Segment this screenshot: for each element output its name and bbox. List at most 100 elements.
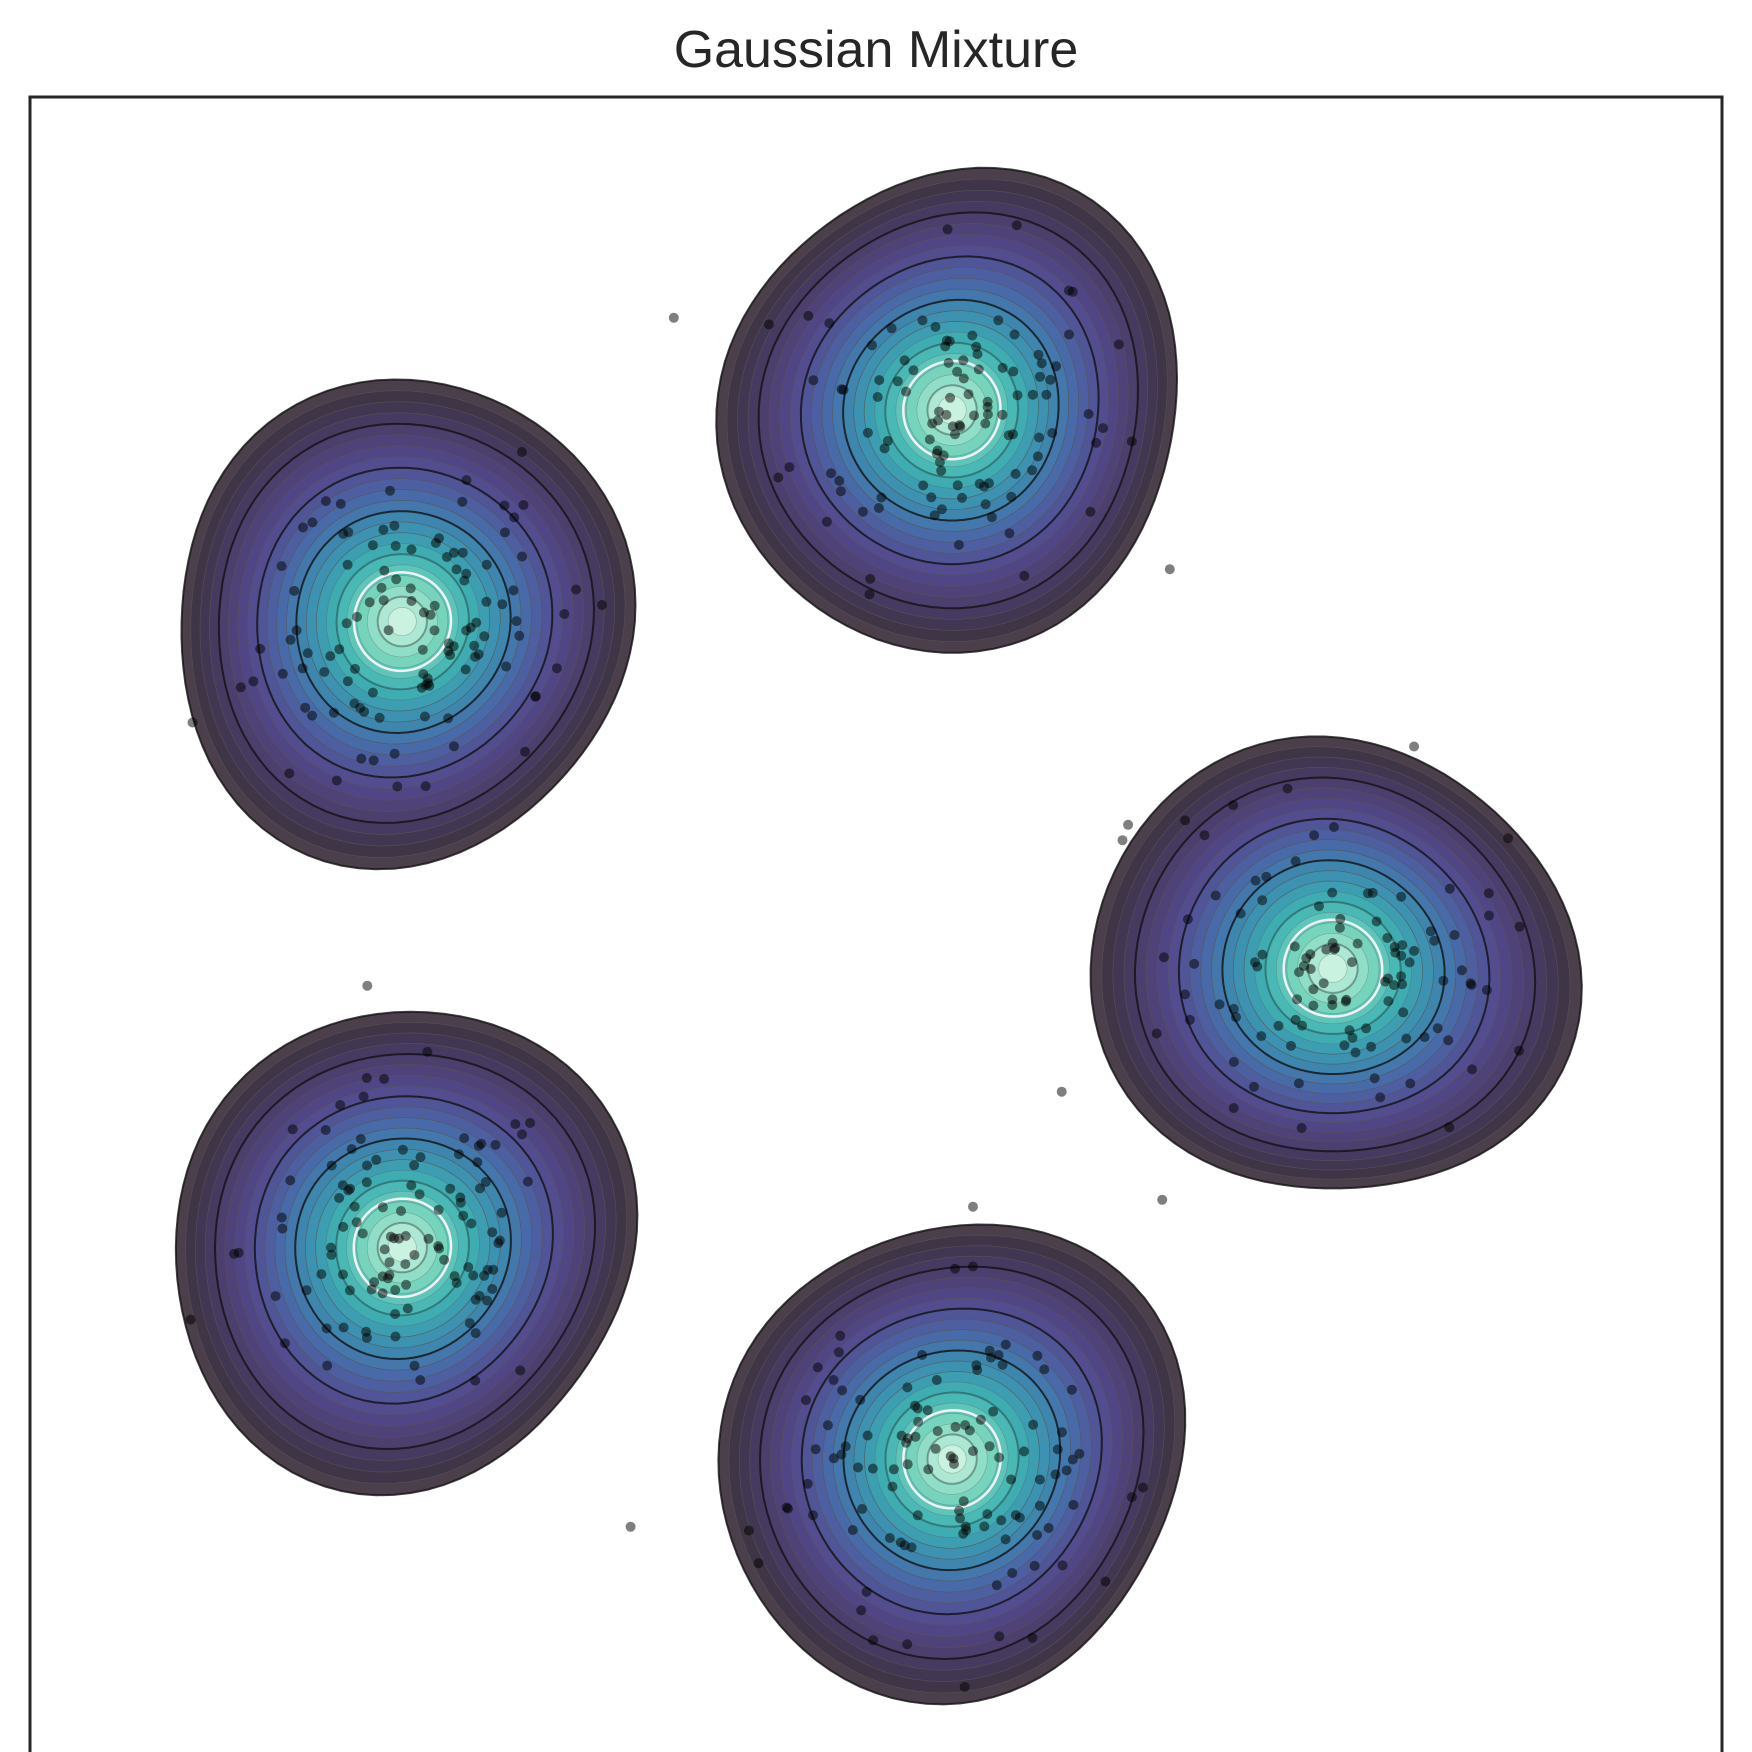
data-point bbox=[1113, 339, 1124, 350]
data-point bbox=[389, 1233, 399, 1244]
data-point bbox=[1286, 1040, 1296, 1051]
data-point bbox=[1273, 1020, 1284, 1031]
data-point bbox=[912, 1510, 923, 1521]
data-point bbox=[229, 1248, 240, 1259]
data-point bbox=[481, 596, 492, 607]
data-point bbox=[1228, 1057, 1239, 1067]
data-point bbox=[307, 517, 318, 528]
data-point bbox=[908, 365, 919, 376]
data-point bbox=[270, 1291, 281, 1302]
data-point bbox=[371, 1154, 382, 1165]
data-point bbox=[1429, 935, 1440, 946]
data-point bbox=[1012, 390, 1023, 401]
data-point bbox=[980, 418, 991, 429]
data-point bbox=[474, 1290, 485, 1301]
data-point bbox=[1032, 451, 1043, 462]
data-point bbox=[276, 1212, 287, 1223]
data-point bbox=[1074, 1448, 1085, 1459]
data-point bbox=[460, 664, 471, 675]
data-point bbox=[896, 1430, 907, 1441]
data-point bbox=[445, 1183, 456, 1194]
data-point bbox=[1180, 815, 1191, 826]
data-point bbox=[1449, 930, 1460, 940]
data-point bbox=[826, 468, 836, 479]
data-point bbox=[357, 1228, 368, 1239]
data-point bbox=[501, 661, 512, 672]
data-point bbox=[1389, 942, 1400, 952]
data-point bbox=[389, 520, 400, 531]
data-point bbox=[968, 1446, 978, 1457]
data-point bbox=[349, 698, 360, 709]
data-point bbox=[390, 540, 401, 551]
data-point bbox=[1298, 961, 1309, 971]
data-point bbox=[887, 1481, 898, 1492]
data-point bbox=[625, 1521, 636, 1532]
data-point bbox=[1367, 887, 1378, 898]
data-point bbox=[301, 1285, 312, 1296]
data-point bbox=[1256, 1031, 1267, 1042]
data-point bbox=[836, 1449, 847, 1460]
data-point bbox=[1067, 1454, 1078, 1465]
data-point bbox=[1290, 856, 1301, 867]
data-point bbox=[367, 687, 378, 698]
data-point bbox=[1250, 957, 1260, 968]
data-point bbox=[986, 512, 997, 523]
data-point bbox=[932, 1426, 943, 1437]
data-point bbox=[936, 504, 947, 515]
data-point bbox=[326, 1242, 336, 1253]
data-point bbox=[459, 575, 470, 586]
data-point bbox=[1308, 1000, 1319, 1011]
data-point bbox=[457, 496, 468, 507]
data-point bbox=[872, 392, 883, 402]
data-point bbox=[472, 1157, 483, 1168]
data-point bbox=[342, 559, 353, 570]
data-point bbox=[338, 528, 349, 539]
data-point bbox=[1068, 1499, 1079, 1510]
data-point bbox=[187, 717, 198, 728]
data-point bbox=[1339, 1040, 1350, 1051]
data-point bbox=[1004, 528, 1015, 539]
data-point bbox=[835, 486, 846, 497]
data-point bbox=[392, 781, 403, 792]
data-point bbox=[926, 492, 937, 503]
data-point bbox=[470, 1328, 481, 1339]
data-point bbox=[958, 355, 969, 366]
data-point bbox=[1007, 1568, 1018, 1578]
data-point bbox=[1034, 432, 1045, 443]
data-point bbox=[1456, 965, 1467, 976]
data-point bbox=[930, 1443, 941, 1454]
data-point bbox=[979, 1521, 990, 1532]
data-point bbox=[415, 1152, 426, 1163]
data-point bbox=[334, 1193, 345, 1203]
cluster-3 bbox=[1089, 735, 1583, 1190]
data-point bbox=[443, 638, 454, 649]
data-point bbox=[857, 506, 868, 517]
data-point bbox=[320, 1125, 331, 1135]
data-point bbox=[803, 310, 814, 321]
data-point bbox=[285, 1175, 296, 1186]
data-point bbox=[302, 648, 313, 659]
data-point bbox=[1352, 938, 1363, 949]
data-point bbox=[391, 574, 402, 585]
data-point bbox=[490, 1139, 501, 1150]
data-point bbox=[379, 1074, 390, 1084]
data-point bbox=[902, 1639, 913, 1650]
data-point bbox=[1432, 1023, 1443, 1034]
data-point bbox=[287, 1124, 298, 1135]
data-point bbox=[1189, 958, 1200, 969]
data-point bbox=[1369, 1073, 1380, 1084]
data-point bbox=[1396, 891, 1407, 902]
data-point bbox=[1027, 389, 1038, 400]
data-point bbox=[991, 1580, 1002, 1591]
data-point bbox=[429, 600, 440, 611]
data-point bbox=[494, 1235, 505, 1246]
data-point bbox=[934, 406, 944, 417]
data-point bbox=[902, 1459, 913, 1470]
data-point bbox=[1465, 978, 1476, 989]
data-point bbox=[927, 418, 938, 429]
data-point bbox=[1261, 871, 1272, 882]
data-point bbox=[390, 1331, 401, 1342]
data-point bbox=[1052, 1444, 1063, 1455]
data-point bbox=[1010, 468, 1021, 479]
data-point bbox=[379, 565, 390, 576]
